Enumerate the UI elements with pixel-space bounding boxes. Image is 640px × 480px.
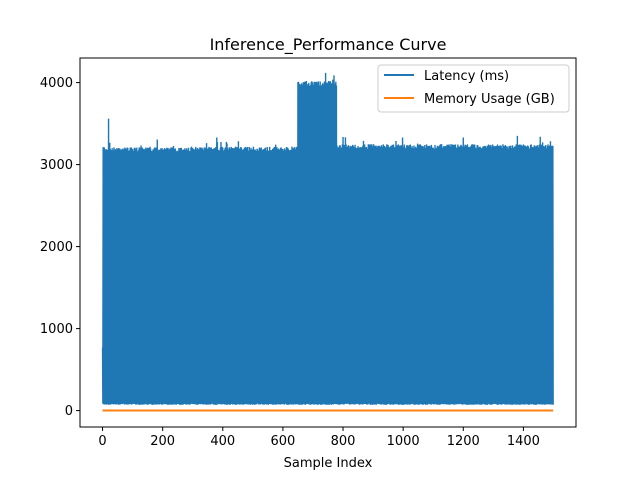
chart-title: Inference_Performance Curve bbox=[210, 35, 447, 55]
legend: Latency (ms) Memory Usage (GB) bbox=[377, 64, 570, 113]
y-axis: 0 1000 2000 3000 4000 bbox=[40, 76, 80, 419]
y-tick-label: 3000 bbox=[40, 158, 73, 173]
x-tick-label: 400 bbox=[210, 434, 235, 449]
legend-box bbox=[377, 64, 570, 113]
plot-frame bbox=[79, 57, 577, 428]
x-tick-label: 1400 bbox=[507, 434, 540, 449]
x-tick-label: 600 bbox=[270, 434, 295, 449]
x-tick-label: 1000 bbox=[387, 434, 420, 449]
legend-label-latency: Latency (ms) bbox=[424, 69, 509, 84]
plot-area bbox=[101, 72, 554, 412]
x-tick-label: 800 bbox=[331, 434, 356, 449]
y-tick-label: 4000 bbox=[40, 76, 73, 91]
latency-series bbox=[101, 72, 554, 405]
x-axis: 0 200 400 600 800 1000 1200 1400 bbox=[98, 427, 540, 449]
latency-line bbox=[101, 72, 554, 405]
y-tick-label: 0 bbox=[65, 404, 73, 419]
y-tick-label: 2000 bbox=[40, 240, 73, 255]
x-tick-label: 1200 bbox=[447, 434, 480, 449]
y-tick-label: 1000 bbox=[40, 322, 73, 337]
legend-label-memory: Memory Usage (GB) bbox=[424, 92, 555, 107]
x-tick-label: 0 bbox=[98, 434, 106, 449]
x-axis-label: Sample Index bbox=[284, 456, 373, 471]
x-tick-label: 200 bbox=[150, 434, 175, 449]
